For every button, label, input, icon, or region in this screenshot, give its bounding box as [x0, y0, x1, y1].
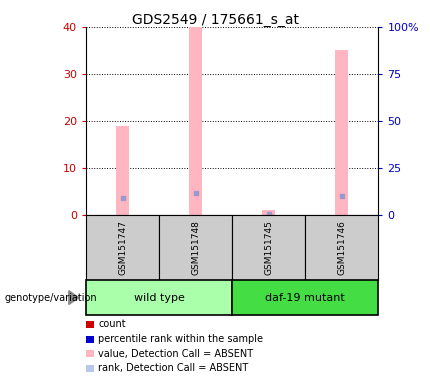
Text: GSM151745: GSM151745 [264, 220, 273, 275]
Bar [86, 215, 159, 280]
Text: GDS2549 / 175661_s_at: GDS2549 / 175661_s_at [132, 13, 298, 27]
Text: GSM151746: GSM151746 [338, 220, 346, 275]
Text: wild type: wild type [134, 293, 184, 303]
Text: rank, Detection Call = ABSENT: rank, Detection Call = ABSENT [98, 363, 248, 373]
Bar [232, 280, 378, 315]
Text: percentile rank within the sample: percentile rank within the sample [98, 334, 263, 344]
Text: count: count [98, 319, 126, 329]
Text: GSM151748: GSM151748 [191, 220, 200, 275]
Bar [159, 215, 232, 280]
Text: daf-19 mutant: daf-19 mutant [265, 293, 345, 303]
Bar [262, 210, 275, 215]
Bar [189, 27, 202, 215]
Bar [116, 126, 129, 215]
Text: GSM151747: GSM151747 [118, 220, 127, 275]
Bar [232, 215, 305, 280]
Text: value, Detection Call = ABSENT: value, Detection Call = ABSENT [98, 349, 253, 359]
Bar [86, 280, 232, 315]
Bar [335, 50, 348, 215]
Text: genotype/variation: genotype/variation [4, 293, 97, 303]
Bar [305, 215, 378, 280]
